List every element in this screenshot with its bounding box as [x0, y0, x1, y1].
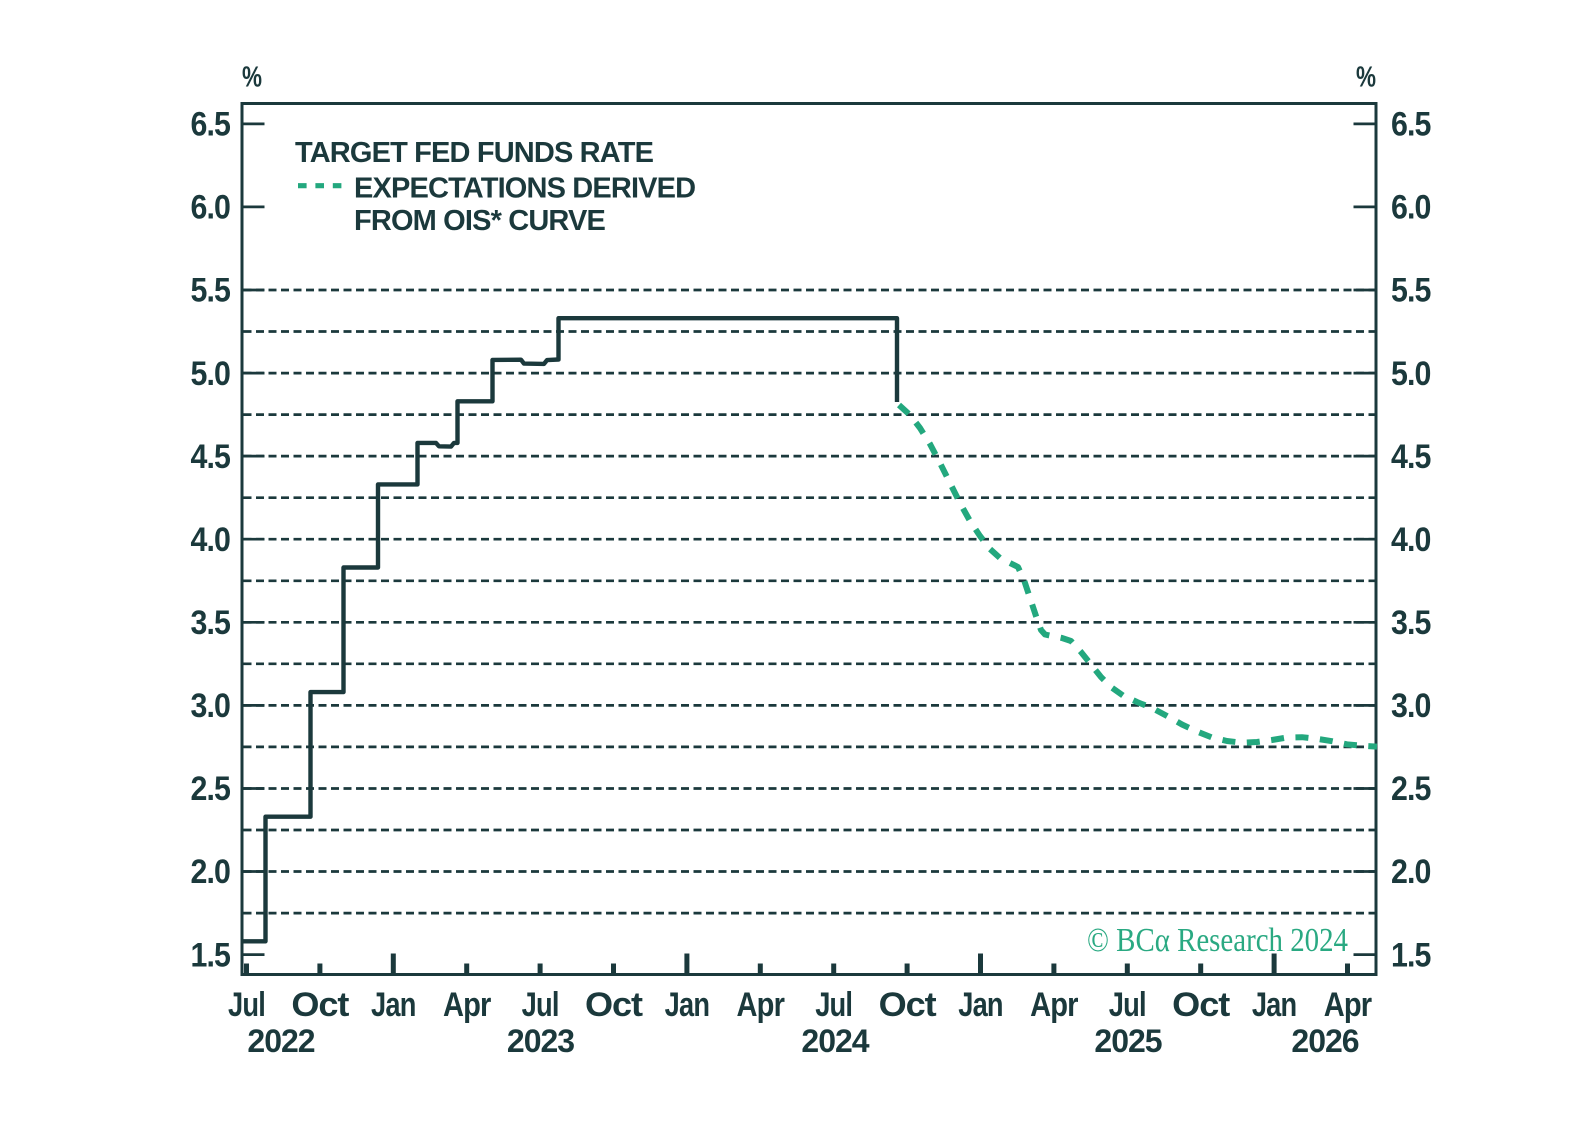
svg-text:6.0: 6.0 [191, 189, 231, 227]
svg-text:EXPECTATIONS DERIVED: EXPECTATIONS DERIVED [354, 173, 695, 205]
svg-text:4.0: 4.0 [1391, 521, 1431, 559]
svg-text:2.0: 2.0 [1391, 853, 1431, 891]
svg-text:2.5: 2.5 [191, 770, 231, 808]
svg-text:5.0: 5.0 [191, 355, 231, 393]
svg-text:Apr: Apr [1030, 986, 1078, 1024]
svg-text:4.0: 4.0 [191, 521, 231, 559]
svg-text:2.0: 2.0 [191, 853, 231, 891]
svg-text:Jan: Jan [665, 986, 710, 1024]
svg-text:3.5: 3.5 [191, 604, 231, 642]
svg-text:2026: 2026 [1291, 1023, 1358, 1059]
svg-text:Jan: Jan [371, 986, 416, 1024]
svg-text:Oct: Oct [879, 986, 937, 1024]
svg-text:2.5: 2.5 [1391, 770, 1431, 808]
svg-text:3.0: 3.0 [191, 687, 231, 725]
svg-text:2022: 2022 [247, 1023, 314, 1059]
svg-text:6.5: 6.5 [191, 106, 231, 144]
svg-text:Apr: Apr [443, 986, 491, 1024]
svg-text:Oct: Oct [1172, 986, 1230, 1024]
svg-text:Jan: Jan [958, 986, 1003, 1024]
svg-text:3.0: 3.0 [1391, 687, 1431, 725]
svg-text:FROM OIS* CURVE: FROM OIS* CURVE [354, 205, 605, 237]
svg-text:1.5: 1.5 [1391, 936, 1431, 974]
svg-text:Jul: Jul [815, 986, 852, 1024]
svg-text:%: % [1356, 62, 1376, 94]
svg-text:2024: 2024 [801, 1023, 869, 1059]
svg-text:5.5: 5.5 [1391, 272, 1431, 310]
svg-text:4.5: 4.5 [191, 438, 231, 476]
svg-text:2025: 2025 [1094, 1023, 1161, 1059]
svg-text:© BCα Research 2024: © BCα Research 2024 [1087, 922, 1348, 959]
svg-text:1.5: 1.5 [191, 936, 231, 974]
svg-text:6.5: 6.5 [1391, 106, 1431, 144]
svg-text:2023: 2023 [507, 1023, 574, 1059]
svg-text:Apr: Apr [1324, 986, 1372, 1024]
svg-text:TARGET FED FUNDS RATE: TARGET FED FUNDS RATE [295, 137, 654, 169]
svg-text:3.5: 3.5 [1391, 604, 1431, 642]
svg-text:Jul: Jul [1109, 986, 1146, 1024]
svg-text:Oct: Oct [291, 986, 349, 1024]
svg-text:Jul: Jul [228, 986, 265, 1024]
svg-text:%: % [242, 62, 262, 94]
svg-text:Jul: Jul [522, 986, 559, 1024]
svg-text:4.5: 4.5 [1391, 438, 1431, 476]
svg-text:Jan: Jan [1252, 986, 1297, 1024]
svg-text:5.0: 5.0 [1391, 355, 1431, 393]
svg-text:5.5: 5.5 [191, 272, 231, 310]
svg-text:6.0: 6.0 [1391, 189, 1431, 227]
svg-text:Oct: Oct [585, 986, 643, 1024]
svg-text:Apr: Apr [737, 986, 785, 1024]
